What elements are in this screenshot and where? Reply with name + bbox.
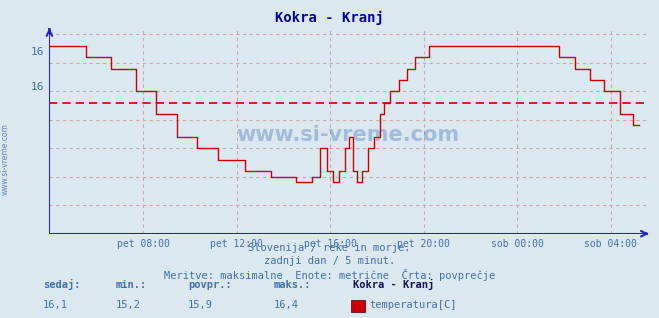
Text: 15,2: 15,2	[115, 301, 140, 310]
Text: povpr.:: povpr.:	[188, 280, 231, 290]
Text: Kokra - Kranj: Kokra - Kranj	[275, 11, 384, 25]
Text: Kokra - Kranj: Kokra - Kranj	[353, 279, 434, 290]
Text: zadnji dan / 5 minut.: zadnji dan / 5 minut.	[264, 256, 395, 266]
Text: maks.:: maks.:	[273, 280, 311, 290]
Text: Slovenija / reke in morje.: Slovenija / reke in morje.	[248, 243, 411, 253]
Text: 15,9: 15,9	[188, 301, 213, 310]
Text: min.:: min.:	[115, 280, 146, 290]
Text: www.si-vreme.com: www.si-vreme.com	[236, 125, 459, 145]
Text: www.si-vreme.com: www.si-vreme.com	[1, 123, 10, 195]
Text: 16,4: 16,4	[273, 301, 299, 310]
Text: Meritve: maksimalne  Enote: metrične  Črta: povprečje: Meritve: maksimalne Enote: metrične Črta…	[164, 269, 495, 281]
Text: sedaj:: sedaj:	[43, 279, 80, 290]
Text: temperatura[C]: temperatura[C]	[369, 301, 457, 310]
Text: 16,1: 16,1	[43, 301, 68, 310]
